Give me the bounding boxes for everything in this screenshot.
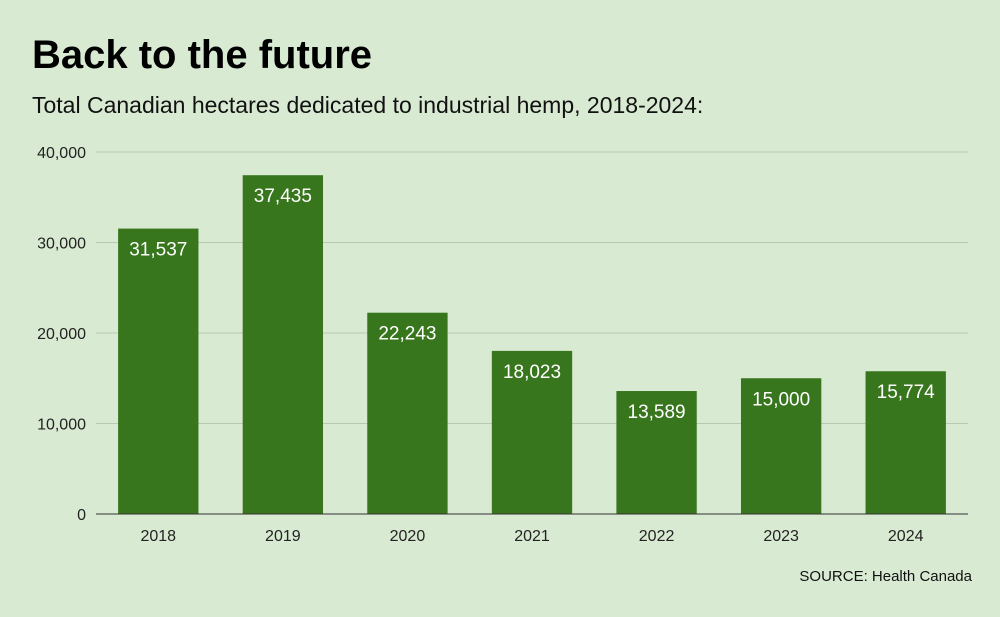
bar-2020 — [367, 312, 448, 514]
data-label: 13,589 — [628, 402, 686, 423]
x-axis-ticks: 2018 2019 2020 2021 2022 2023 2024 — [140, 528, 923, 545]
data-label: 37,435 — [254, 186, 312, 207]
bar-2021 — [491, 350, 573, 514]
bar-2024 — [865, 371, 946, 514]
data-label: 15,774 — [877, 382, 936, 403]
bar-2018 — [118, 228, 199, 514]
data-label: 31,537 — [129, 240, 187, 261]
x-tick-label: 2018 — [140, 528, 176, 545]
source-note: SOURCE: Health Canada — [799, 568, 972, 585]
data-label: 15,000 — [752, 389, 810, 410]
bar-2022 — [616, 391, 697, 514]
bar-2023 — [740, 378, 822, 514]
x-tick-label: 2019 — [265, 528, 301, 545]
y-tick-label: 20,000 — [37, 326, 86, 343]
data-label: 18,023 — [503, 362, 561, 383]
bar-2019 — [242, 175, 324, 514]
x-tick-label: 2023 — [763, 528, 799, 545]
data-label: 22,243 — [378, 324, 436, 345]
y-tick-label: 10,000 — [37, 417, 86, 434]
chart-subtitle: Total Canadian hectares dedicated to ind… — [32, 92, 704, 118]
x-tick-label: 2020 — [390, 528, 426, 545]
chart-title: Back to the future — [32, 33, 373, 77]
y-tick-label: 30,000 — [37, 236, 86, 253]
y-tick-label: 40,000 — [37, 145, 86, 162]
x-tick-label: 2024 — [888, 528, 924, 545]
x-tick-label: 2021 — [514, 528, 550, 545]
y-tick-label: 0 — [77, 507, 86, 524]
y-axis-ticks: 0 10,000 20,000 30,000 40,000 — [37, 145, 86, 524]
bars: 31,537 37,435 22,243 18,023 13,589 15,000 15,7… — [118, 175, 946, 514]
x-tick-label: 2022 — [639, 528, 675, 545]
